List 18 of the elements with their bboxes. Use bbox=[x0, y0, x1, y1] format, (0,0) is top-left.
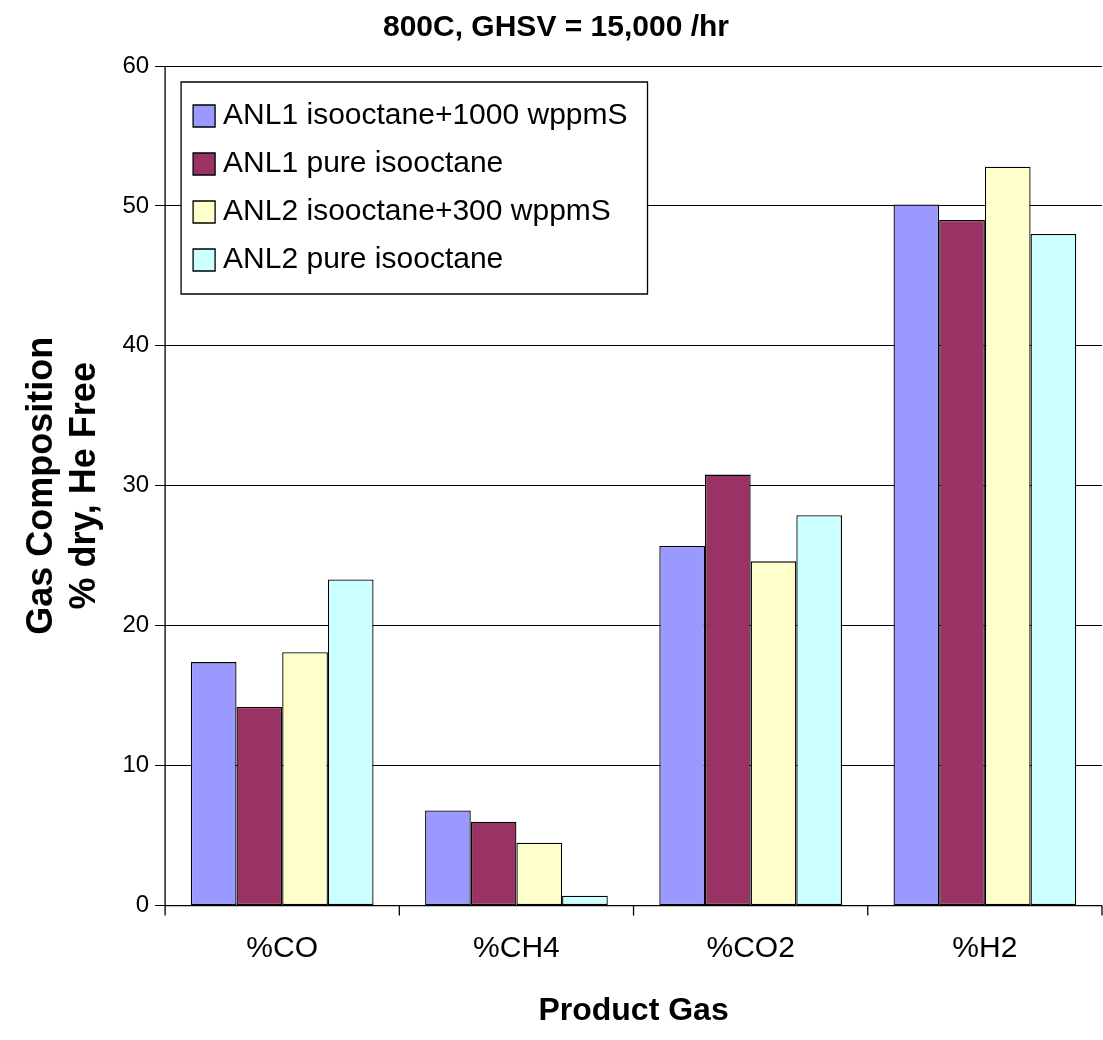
x-tick-label: %H2 bbox=[952, 929, 1018, 963]
legend-label: ANL1 pure isooctane bbox=[223, 145, 504, 179]
y-tick-label: 60 bbox=[122, 50, 150, 78]
legend-label: ANL2 pure isooctane bbox=[223, 241, 504, 275]
legend-label: ANL2 isooctane+300 wppmS bbox=[223, 193, 611, 227]
y-tick-label: 40 bbox=[122, 330, 150, 358]
y-tick-label: 0 bbox=[135, 890, 150, 918]
chart-title: 800C, GHSV = 15,000 /hr bbox=[382, 9, 730, 43]
y-tick-label: 20 bbox=[122, 610, 150, 638]
y-tick-label: 30 bbox=[122, 470, 150, 498]
y-tick-label: 50 bbox=[122, 190, 150, 218]
x-tick-label: %CH4 bbox=[473, 929, 560, 963]
legend-label: ANL1 isooctane+1000 wppmS bbox=[223, 97, 628, 131]
y-tick-label: 10 bbox=[122, 750, 150, 778]
x-axis-title: Product Gas bbox=[538, 990, 729, 1027]
x-tick-label: %CO2 bbox=[706, 929, 795, 963]
y-axis-title: Gas Composition % dry, He Free bbox=[18, 336, 103, 635]
x-tick-label: %CO bbox=[246, 929, 319, 963]
